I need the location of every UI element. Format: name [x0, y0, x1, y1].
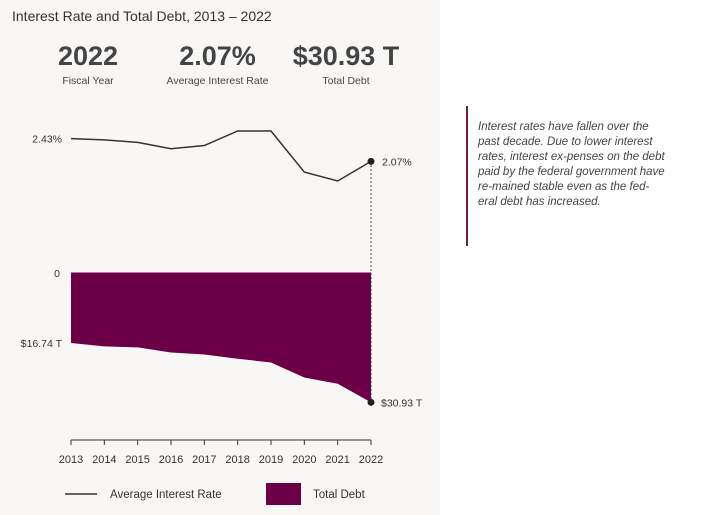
legend-total-debt-label: Total Debt [313, 489, 366, 501]
chart-svg: 2.43% 2.07% 0 $16.74 T $30.93 T 2013 2014 2015 2… [21, 130, 423, 505]
x-tick-label: 2020 [292, 454, 316, 466]
total-debt-zero-label: 0 [54, 268, 60, 280]
interest-rate-start-label: 2.43% [32, 134, 62, 146]
interest-rate-end-label: 2.07% [382, 156, 412, 168]
chart-title: Interest Rate and Total Debt, 2013 – 202… [12, 8, 272, 24]
annotation-note: Interest rates have fallen over the past… [466, 106, 666, 246]
chart-panel: Interest Rate and Total Debt, 2013 – 202… [12, 8, 423, 505]
x-tick-label: 2013 [59, 454, 83, 466]
stat-label: Total Debt [322, 75, 370, 87]
stat-value: 2.07% [179, 41, 256, 71]
x-tick-label: 2014 [92, 454, 116, 466]
x-tick-label: 2018 [225, 454, 249, 466]
x-tick-label: 2016 [159, 454, 183, 466]
legend-area-swatch [266, 483, 301, 505]
x-tick-label: 2015 [125, 454, 149, 466]
stat-value: $30.93 T [292, 41, 400, 71]
stat-label: Fiscal Year [62, 75, 114, 87]
x-tick-label: 2022 [359, 454, 383, 466]
interest-rate-end-point [367, 157, 375, 165]
stat-average-interest-rate: 2.07% Average Interest Rate [155, 40, 280, 87]
stat-fiscal-year: 2022 Fiscal Year [38, 40, 138, 87]
debt-area [71, 273, 371, 403]
total-debt-end-point [367, 398, 375, 406]
x-tick-label: 2017 [192, 454, 216, 466]
stat-total-debt: $30.93 T Total Debt [285, 40, 407, 87]
legend-interest-rate-label: Average Interest Rate [110, 489, 222, 501]
interest-rate-line [70, 130, 372, 182]
stat-value: 2022 [57, 41, 119, 71]
total-debt-start-label: $16.74 T [21, 338, 63, 350]
x-tick-label: 2021 [325, 454, 349, 466]
stat-label: Average Interest Rate [166, 75, 269, 87]
x-tick-label: 2019 [259, 454, 283, 466]
total-debt-end-label: $30.93 T [381, 397, 423, 409]
annotation-text: Interest rates have fallen over the past… [478, 121, 665, 208]
